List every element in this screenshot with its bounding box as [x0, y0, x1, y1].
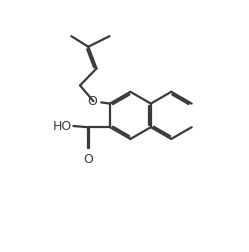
Text: HO: HO	[53, 119, 72, 133]
Text: O: O	[87, 95, 97, 108]
Text: O: O	[83, 153, 93, 166]
